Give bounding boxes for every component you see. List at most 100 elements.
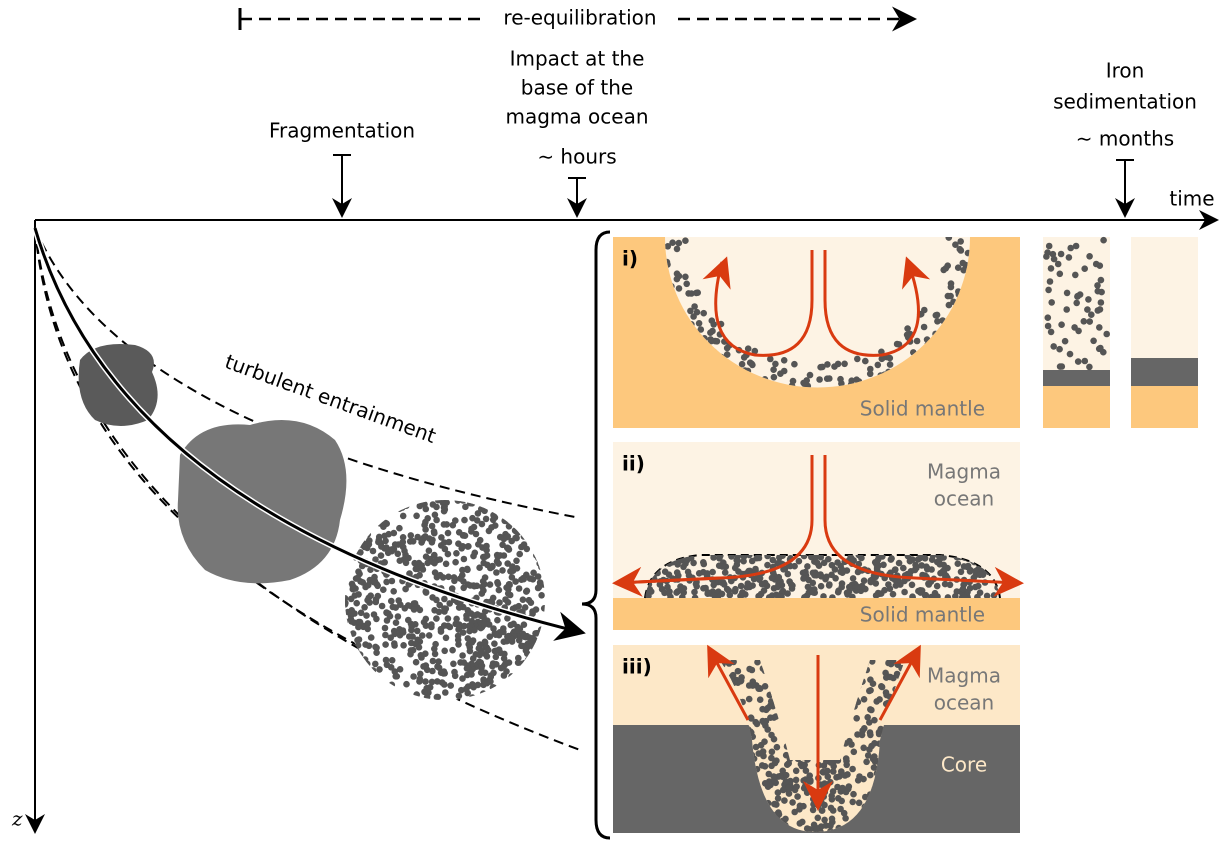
iron-droplet — [1047, 278, 1054, 285]
iron-droplet — [353, 600, 360, 607]
iron-droplet — [524, 678, 531, 685]
iron-droplet — [526, 658, 533, 665]
iron-droplet — [749, 582, 756, 589]
layer-label: Magma — [927, 460, 1001, 484]
iron-droplet — [887, 361, 894, 368]
iron-droplet — [1043, 253, 1050, 260]
iron-droplet — [434, 694, 441, 701]
iron-droplet — [362, 656, 369, 663]
iron-droplet — [867, 772, 874, 779]
iron-droplet — [696, 320, 703, 327]
panel-label: iii) — [622, 655, 652, 679]
iron-droplet — [519, 675, 526, 682]
iron-droplet — [817, 364, 824, 371]
iron-droplet — [520, 576, 527, 583]
iron-droplet — [456, 693, 463, 700]
iron-droplet — [862, 358, 869, 365]
iron-droplet — [379, 603, 386, 610]
iron-droplet — [789, 799, 796, 806]
impact-label: magma ocean — [506, 105, 649, 129]
iron-droplet — [888, 555, 895, 562]
iron-droplet — [462, 504, 469, 511]
iron-droplet — [952, 241, 959, 248]
iron-droplet — [417, 503, 424, 510]
iron-droplet — [674, 276, 681, 283]
iron-droplet — [756, 555, 763, 562]
iron-droplet — [449, 647, 456, 654]
iron-droplet — [746, 696, 753, 703]
iron-droplet — [774, 744, 781, 751]
iron-droplet — [860, 776, 867, 783]
iron-droplet — [794, 793, 801, 800]
iron-droplet — [354, 637, 361, 644]
iron-droplet — [361, 685, 368, 692]
iron-droplet — [1086, 253, 1093, 260]
iron-droplet — [684, 557, 691, 564]
iron-droplet — [464, 566, 471, 573]
iron-droplet — [844, 590, 851, 597]
iron-droplet — [485, 693, 492, 700]
iron-droplet — [754, 721, 761, 728]
iron-droplet — [441, 605, 448, 612]
iron-droplet — [849, 799, 856, 806]
iron-droplet — [533, 552, 540, 559]
iron-droplet — [748, 715, 755, 722]
iron-droplet — [860, 745, 867, 752]
iron-droplet — [416, 572, 423, 579]
iron-droplet — [691, 589, 698, 596]
iron-droplet — [1046, 243, 1053, 250]
iron-droplet — [527, 499, 534, 506]
iron-droplet — [535, 555, 542, 562]
iron-droplet — [464, 690, 471, 697]
iron-droplet — [793, 783, 800, 790]
iron-droplet — [357, 497, 364, 504]
iron-droplet — [837, 376, 844, 383]
iron-droplet — [344, 524, 351, 531]
iron-droplet — [892, 566, 899, 573]
iron-droplet — [512, 535, 519, 542]
iron-droplet — [531, 666, 538, 673]
iron-droplet — [348, 685, 355, 692]
iron-droplet — [488, 524, 495, 531]
iron-droplet — [710, 321, 717, 328]
iron-droplet — [370, 548, 377, 555]
iron-droplet — [364, 626, 371, 633]
iron-droplet — [516, 585, 523, 592]
iron-droplet — [856, 800, 863, 807]
iron-droplet — [391, 631, 398, 638]
iron-droplet — [814, 826, 821, 833]
iron-droplet — [418, 652, 425, 659]
iron-droplet — [485, 647, 492, 654]
iron-droplet — [365, 531, 372, 538]
iron-droplet — [350, 583, 357, 590]
iron-droplet — [975, 583, 982, 590]
iron-droplet — [693, 581, 700, 588]
iron-droplet — [800, 380, 807, 387]
iron-droplet — [732, 565, 739, 572]
iron-droplet — [854, 356, 861, 363]
iron-droplet — [781, 797, 788, 804]
iron-droplet — [522, 604, 529, 611]
iron-droplet — [828, 793, 835, 800]
iron-droplet — [413, 513, 420, 520]
iron-droplet — [521, 621, 528, 628]
iron-droplet — [359, 516, 366, 523]
iron-droplet — [788, 581, 795, 588]
iron-droplet — [885, 581, 892, 588]
iron-droplet — [853, 715, 860, 722]
iron-droplet — [1075, 293, 1082, 300]
iron-droplet — [774, 584, 781, 591]
iron-droplet — [901, 589, 908, 596]
iron-droplet — [932, 590, 939, 597]
iron-droplet — [346, 654, 353, 661]
iron-droplet — [389, 507, 396, 514]
iron-droplet — [511, 676, 518, 683]
iron-droplet — [374, 675, 381, 682]
iron-droplet — [380, 586, 387, 593]
iron-droplet — [461, 556, 468, 563]
iron-droplet — [419, 632, 426, 639]
iron-droplet — [527, 575, 534, 582]
iron-droplet — [705, 589, 712, 596]
iron-droplet — [369, 672, 376, 679]
iron-droplet — [802, 569, 809, 576]
